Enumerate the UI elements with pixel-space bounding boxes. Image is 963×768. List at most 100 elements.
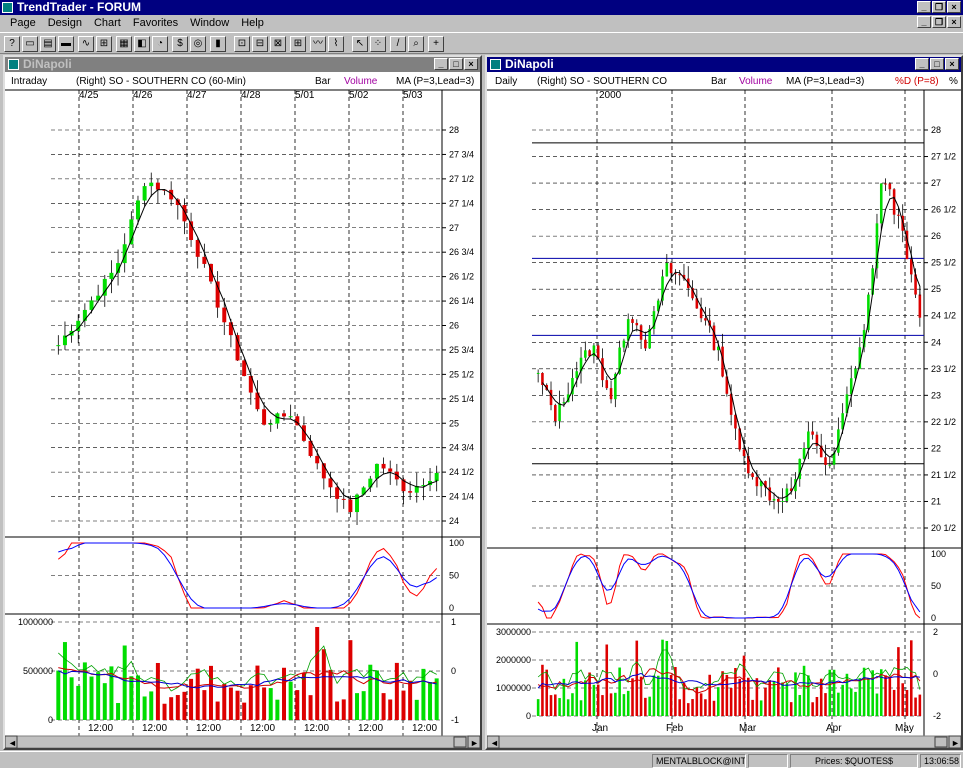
right-candle-body — [575, 371, 579, 378]
left-candle-body — [348, 499, 353, 513]
right-volume-bar — [854, 691, 857, 716]
pencil-icon[interactable]: / — [390, 36, 406, 52]
menu-page[interactable]: Page — [10, 17, 36, 29]
right-maximize-button[interactable]: □ — [930, 58, 944, 70]
right-volume-label: 3000000 — [496, 627, 531, 637]
right-volume-bar — [541, 664, 544, 716]
select-icon[interactable]: ⁘ — [370, 36, 386, 52]
left-header-bar: Bar — [315, 76, 331, 87]
left-volume-bar — [56, 670, 61, 720]
left-date-label: 5/03 — [403, 90, 423, 101]
wave-icon[interactable]: ∿ — [78, 36, 94, 52]
pointer-icon[interactable]: ↖ — [352, 36, 368, 52]
close-button[interactable]: × — [947, 1, 961, 13]
right-volume-bar — [875, 693, 879, 716]
right-volume-bar — [828, 669, 832, 716]
left-candle-body — [202, 256, 207, 264]
right-candle-body — [541, 372, 544, 386]
bar-icon[interactable]: ▬ — [58, 36, 74, 52]
left-stoch-label: 50 — [449, 571, 459, 581]
mdi-close-button[interactable]: × — [947, 16, 961, 28]
chart-icon[interactable]: ▤ — [40, 36, 56, 52]
left-volume-bar — [82, 662, 87, 720]
layout-c-icon[interactable]: ⊠ — [270, 36, 286, 52]
right-chart[interactable]: Daily (Right) SO - SOUTHERN CO Bar Volume MA… — [486, 72, 962, 749]
left-volume-bar — [235, 690, 240, 720]
left-minimize-button[interactable]: _ — [434, 58, 448, 70]
left-maximize-button[interactable]: □ — [449, 58, 463, 70]
right-price-label: 25 1/2 — [931, 258, 956, 268]
indicator-icon[interactable]: ▮ — [210, 36, 226, 52]
menu-design[interactable]: Design — [47, 17, 82, 29]
right-volume-bar — [888, 677, 892, 716]
right-volume-bar — [841, 684, 844, 716]
palette-icon[interactable]: ◧ — [134, 36, 150, 52]
menu-window[interactable]: Window — [190, 17, 230, 29]
right-price-label: 26 1/2 — [931, 205, 956, 215]
layout-b-icon[interactable]: ⊟ — [252, 36, 268, 52]
right-volume-bar — [777, 667, 780, 716]
left-candle-body — [275, 413, 280, 424]
app-icon[interactable] — [2, 2, 13, 13]
window-icon[interactable] — [8, 59, 19, 70]
left-date-label: 4/27 — [187, 90, 207, 101]
left-window-title: DiNapoli — [23, 57, 72, 71]
left-scroll-thumb — [453, 736, 467, 748]
left-volume-bar — [96, 672, 101, 720]
left-close-button[interactable]: × — [464, 58, 478, 70]
help-icon[interactable]: ? — [4, 36, 20, 52]
dollar-icon[interactable]: $ — [172, 36, 188, 52]
pie-icon[interactable]: ◔ — [152, 36, 168, 52]
right-candle-body — [764, 481, 767, 488]
menu-favorites[interactable]: Favorites — [132, 17, 179, 29]
right-header-bar: Bar — [711, 76, 727, 87]
table-icon[interactable]: ▦ — [116, 36, 132, 52]
left-volume-bar — [355, 693, 360, 720]
right-candle-body — [802, 448, 806, 459]
right-candle-body — [892, 189, 896, 215]
menu-chart[interactable]: Chart — [93, 17, 121, 29]
right-candle-body — [699, 308, 703, 319]
crosshair-icon[interactable]: + — [428, 36, 444, 52]
layout-a-icon[interactable]: ⊡ — [234, 36, 250, 52]
right-candle-body — [661, 276, 664, 301]
right-close-button[interactable]: × — [945, 58, 959, 70]
left-volume-bar — [209, 665, 213, 720]
right-header-pct: % — [949, 76, 958, 87]
left-volume-bar — [401, 690, 406, 720]
page-icon[interactable]: ▭ — [22, 36, 38, 52]
right-candle-body — [678, 274, 681, 276]
right-volume-bar — [579, 700, 583, 716]
right-candle-body — [609, 388, 613, 400]
right-minimize-button[interactable]: _ — [915, 58, 929, 70]
scope-icon[interactable]: ⌇ — [328, 36, 344, 52]
menu-help[interactable]: Help — [241, 17, 264, 29]
window-icon[interactable] — [490, 59, 501, 70]
left-volume-bar — [162, 703, 167, 720]
left-candle-body — [182, 205, 187, 222]
left-candle-body — [109, 272, 114, 279]
layout-d-icon[interactable]: ⊞ — [290, 36, 306, 52]
right-candle-body — [725, 376, 729, 394]
left-time-label: 12:00 — [358, 723, 383, 734]
oscillator-icon[interactable]: 〰 — [310, 36, 326, 52]
left-volume-bar — [189, 678, 194, 720]
left-volume-bar — [69, 677, 74, 720]
status-time: 13:06:58 — [920, 754, 961, 768]
restore-button[interactable]: ❐ — [932, 1, 946, 13]
left-osc-label: 1 — [451, 617, 456, 627]
right-volume-bar — [824, 693, 827, 716]
mdi-restore-button[interactable]: ❐ — [932, 16, 946, 28]
right-candle-body — [879, 183, 883, 224]
mdi-minimize-button[interactable]: _ — [917, 16, 931, 28]
zoom-icon[interactable]: ⌕ — [408, 36, 424, 52]
left-volume-osc-line — [58, 645, 437, 692]
left-volume-bar — [275, 699, 280, 720]
right-candle-body — [755, 477, 759, 487]
left-chart[interactable]: Intraday (Right) SO - SOUTHERN CO (60-Min… — [4, 72, 481, 749]
left-header-volume: Volume — [344, 76, 378, 87]
right-candle-body — [751, 473, 754, 478]
minimize-button[interactable]: _ — [917, 1, 931, 13]
grid-icon[interactable]: ⊞ — [96, 36, 112, 52]
target-icon[interactable]: ◎ — [190, 36, 206, 52]
